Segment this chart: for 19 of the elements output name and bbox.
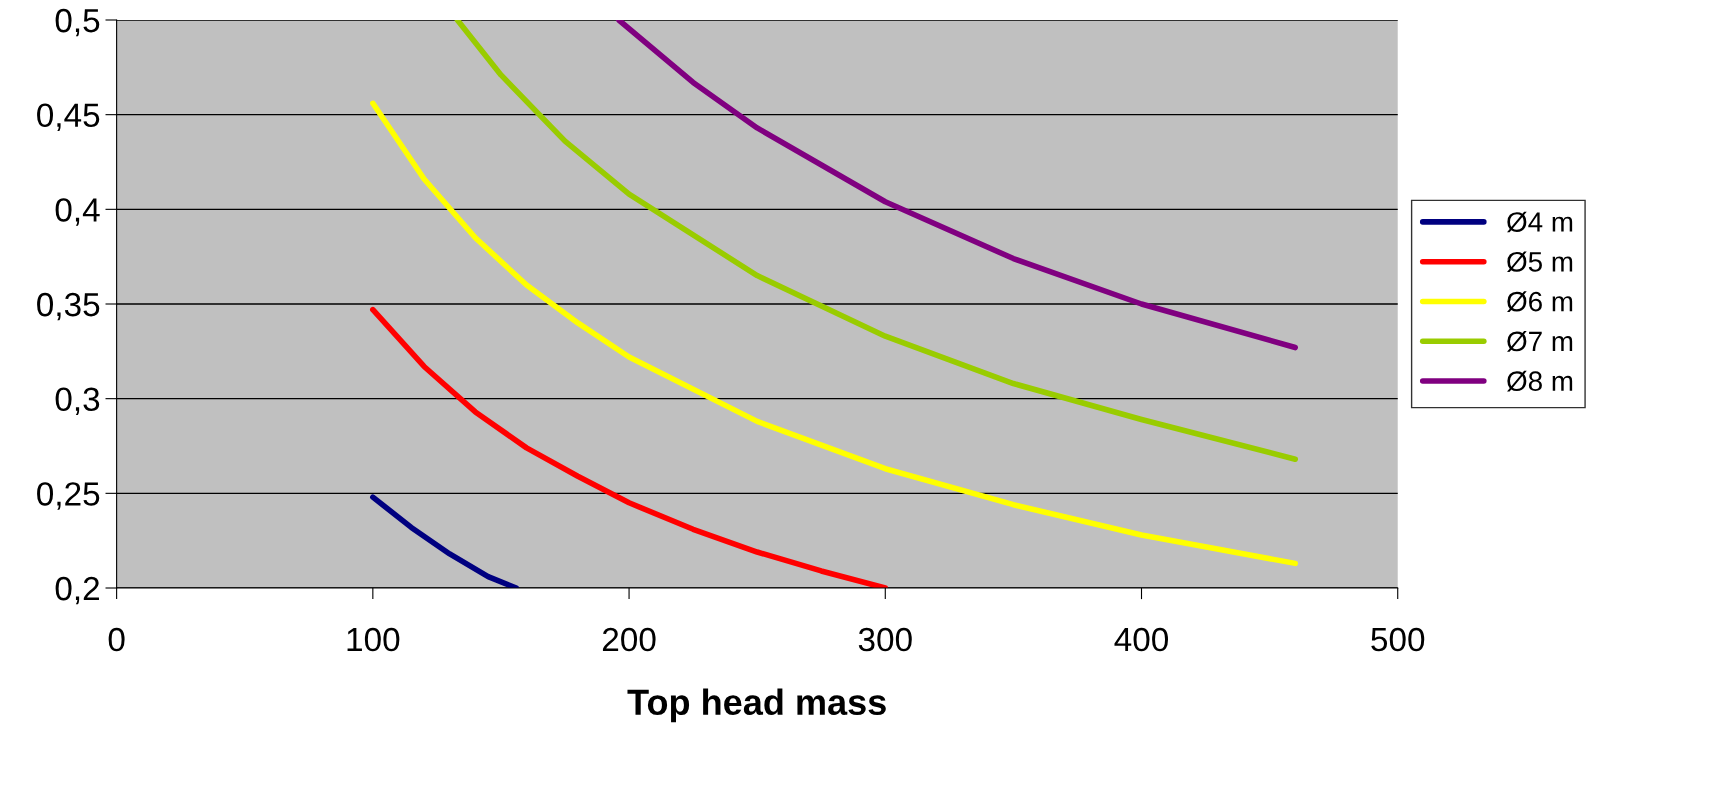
- y-tick-label: 0,45: [37, 103, 100, 132]
- legend-label: Ø7 m: [1507, 331, 1573, 352]
- y-tick-label: 0,35: [37, 292, 100, 321]
- legend-label: Ø4 m: [1507, 211, 1573, 233]
- y-tick-label: 0,25: [37, 482, 100, 510]
- legend-label: Ø5 m: [1507, 251, 1573, 273]
- y-tick-label: 0,5: [55, 8, 100, 37]
- x-tick-label: 500: [1371, 627, 1425, 652]
- y-tick-label: 0,3: [55, 387, 100, 416]
- y-tick-label: 0,2: [55, 576, 99, 605]
- y-tick-label: 0,4: [55, 198, 100, 226]
- x-tick-label: 400: [1114, 627, 1169, 652]
- x-tick-label: 200: [602, 627, 656, 652]
- x-tick-label: 100: [347, 627, 400, 652]
- legend-label: Ø6 m: [1507, 291, 1573, 312]
- legend-label: Ø8 m: [1507, 370, 1573, 392]
- x-axis-title: Top head mass: [627, 688, 886, 723]
- x-tick-label: 0: [108, 627, 125, 652]
- x-tick-label: 300: [858, 627, 912, 652]
